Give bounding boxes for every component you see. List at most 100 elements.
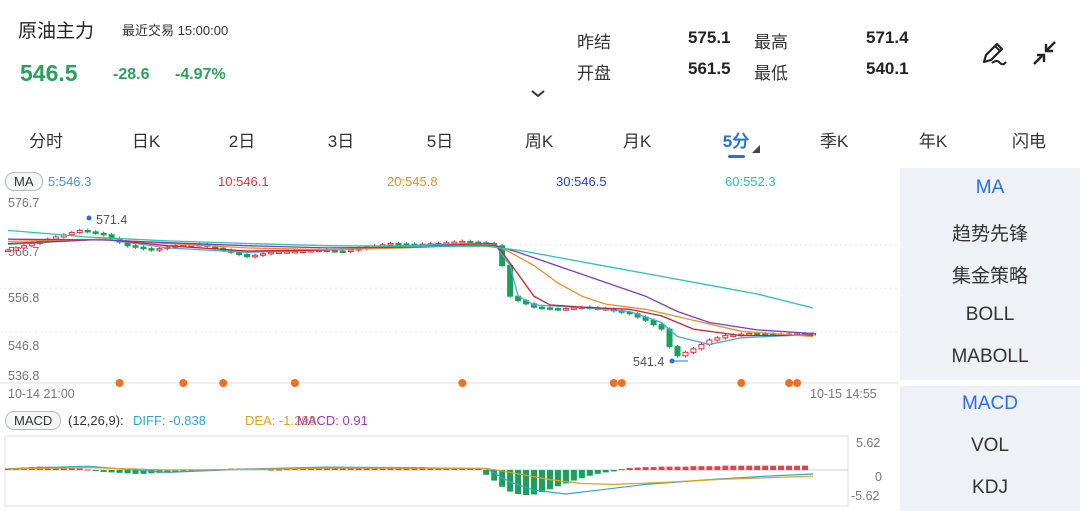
macd-bar bbox=[435, 467, 442, 470]
macd-bar bbox=[363, 468, 370, 470]
tab-dropdown-icon[interactable] bbox=[752, 145, 760, 153]
macd-bar bbox=[610, 470, 617, 472]
sidebar-item-jijin[interactable]: 集金策略 bbox=[951, 266, 1028, 287]
candle-body bbox=[92, 231, 99, 234]
macd-bar bbox=[714, 466, 721, 470]
candle-body bbox=[347, 249, 354, 252]
tab-6[interactable]: 月K bbox=[622, 132, 652, 151]
candle-body bbox=[156, 248, 163, 251]
candle-body bbox=[100, 232, 107, 236]
collapse-arrows-icon[interactable] bbox=[1030, 38, 1060, 68]
macd-bar bbox=[539, 470, 546, 493]
candle-body bbox=[539, 306, 546, 310]
macd-bar bbox=[562, 470, 569, 484]
macd-bar bbox=[698, 466, 705, 470]
candle-body bbox=[698, 343, 705, 350]
macd-bar bbox=[268, 469, 275, 471]
macd-bar bbox=[618, 469, 625, 471]
tab-1[interactable]: 日K bbox=[131, 132, 161, 151]
macd-badge[interactable]: MACD bbox=[5, 411, 62, 430]
tab-8[interactable]: 季K bbox=[819, 132, 849, 151]
main-indicator-panel bbox=[900, 168, 1080, 380]
macd-bar bbox=[339, 467, 346, 470]
event-marker bbox=[793, 379, 802, 387]
y-tick-label: 556.8 bbox=[8, 291, 40, 305]
macd-bar bbox=[802, 465, 809, 470]
macd-bar bbox=[674, 466, 681, 470]
high-value: 571.4 bbox=[866, 28, 909, 47]
macd-bar bbox=[140, 470, 147, 474]
sidebar-item-trend[interactable]: 趋势先锋 bbox=[951, 224, 1028, 245]
y-tick-label: 536.8 bbox=[8, 369, 40, 383]
ma10-line bbox=[7, 238, 814, 337]
macd-bar bbox=[116, 470, 123, 473]
macd-value: MACD: 0.91 bbox=[297, 413, 368, 428]
draw-pen-icon[interactable] bbox=[978, 38, 1008, 68]
macd-bar bbox=[60, 467, 67, 470]
macd-dea-line bbox=[7, 466, 814, 486]
tab-0[interactable]: 分时 bbox=[29, 132, 63, 151]
sidebar-item-kdj[interactable]: KDJ bbox=[972, 477, 1008, 498]
candle-body bbox=[244, 254, 251, 258]
low-label: 最低 bbox=[754, 64, 788, 83]
candle-body bbox=[52, 236, 59, 240]
candle-body bbox=[459, 240, 466, 244]
sidebar-item-ma[interactable]: MA bbox=[975, 177, 1005, 198]
macd-bar bbox=[475, 469, 482, 471]
macd-bar bbox=[682, 466, 689, 470]
macd-bar bbox=[602, 470, 609, 473]
ma5-line bbox=[7, 238, 814, 346]
macd-bar bbox=[451, 468, 458, 470]
macd-bar bbox=[5, 468, 11, 470]
macd-bar bbox=[347, 467, 354, 470]
high-annotation: 571.4 bbox=[96, 213, 128, 227]
chevron-down-icon[interactable] bbox=[529, 88, 547, 100]
sidebar-item-vol[interactable]: VOL bbox=[970, 435, 1010, 456]
macd-bar bbox=[379, 468, 386, 470]
macd-dea: DEA: -1.293 bbox=[245, 413, 316, 428]
macd-bar bbox=[459, 468, 466, 470]
high-label: 最高 bbox=[754, 33, 788, 52]
candle-body bbox=[754, 332, 761, 336]
macd-bar bbox=[515, 470, 522, 495]
low-annotation: 541.4 bbox=[633, 355, 665, 369]
macd-bar bbox=[483, 470, 490, 475]
candle-body bbox=[5, 249, 11, 253]
ma-badge[interactable]: MA bbox=[5, 172, 43, 191]
active-tab-indicator bbox=[728, 155, 745, 158]
tab-7[interactable]: 5分 bbox=[722, 132, 750, 151]
x-tick-start: 10-14 21:00 bbox=[8, 387, 75, 401]
macd-bar bbox=[291, 468, 298, 470]
macd-bar bbox=[634, 467, 641, 470]
candle-body bbox=[690, 348, 697, 353]
candle-body bbox=[283, 251, 290, 254]
prev-settle-value: 575.1 bbox=[688, 28, 731, 47]
candle-body bbox=[467, 240, 474, 244]
sidebar-item-macd[interactable]: MACD bbox=[962, 393, 1018, 414]
candle-body bbox=[140, 246, 147, 250]
tab-9[interactable]: 年K bbox=[918, 132, 948, 151]
candle-body bbox=[275, 251, 282, 255]
tab-3[interactable]: 3日 bbox=[327, 132, 355, 151]
event-marker bbox=[290, 379, 299, 387]
candle-body bbox=[546, 307, 553, 310]
tab-4[interactable]: 5日 bbox=[426, 132, 454, 151]
tab-2[interactable]: 2日 bbox=[228, 132, 256, 151]
macd-bar bbox=[403, 467, 410, 470]
tab-5[interactable]: 周K bbox=[524, 132, 554, 151]
candle-body bbox=[674, 346, 681, 357]
macd-bar bbox=[523, 470, 530, 495]
candle-body bbox=[722, 335, 729, 339]
macd-bar bbox=[132, 470, 139, 474]
sidebar-item-maboll[interactable]: MABOLL bbox=[951, 346, 1029, 367]
tab-10[interactable]: 闪电 bbox=[1012, 132, 1046, 151]
sidebar-item-boll[interactable]: BOLL bbox=[965, 304, 1015, 325]
macd-bar bbox=[92, 470, 99, 471]
macd-bar bbox=[188, 470, 195, 471]
event-marker bbox=[617, 379, 626, 387]
sub-indicator-panel bbox=[900, 386, 1080, 511]
macd-bar bbox=[554, 470, 561, 487]
price-change-pct: -4.97% bbox=[175, 66, 226, 83]
candle-body bbox=[252, 254, 259, 258]
